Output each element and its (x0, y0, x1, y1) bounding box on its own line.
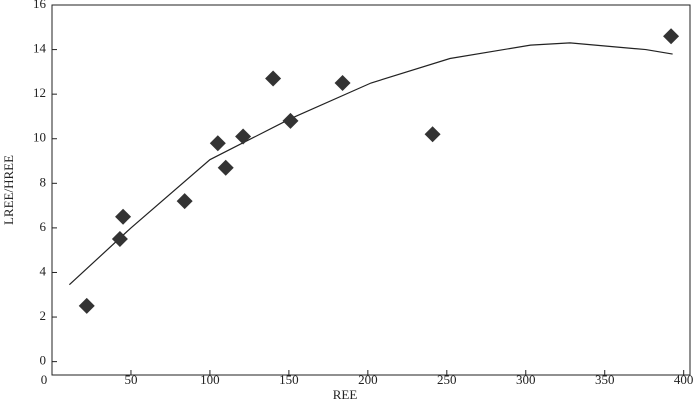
data-point (235, 128, 252, 145)
y-tick-label: 16 (33, 0, 47, 11)
data-point (282, 112, 299, 129)
x-tick-label: 250 (437, 372, 457, 387)
data-point (265, 70, 282, 87)
x-tick-label: 150 (279, 372, 299, 387)
y-tick-label: 6 (40, 219, 47, 234)
x-tick-label: 0 (41, 372, 48, 387)
x-tick-label: 400 (674, 372, 693, 387)
x-tick-label: 350 (595, 372, 615, 387)
data-point (115, 208, 132, 225)
data-point (424, 126, 441, 143)
x-axis-label: REE (333, 387, 358, 402)
plot-frame (51, 4, 691, 376)
y-tick-label: 12 (33, 85, 46, 100)
data-point (334, 75, 351, 92)
x-tick-label: 100 (200, 372, 220, 387)
y-axis-label: LREE/HREE (1, 155, 16, 225)
y-tick-label: 10 (33, 130, 46, 145)
fit-curve (68, 42, 673, 286)
data-point (663, 28, 680, 45)
x-tick-label: 200 (358, 372, 378, 387)
y-tick-label: 8 (40, 174, 47, 189)
x-tick-label: 300 (516, 372, 536, 387)
y-tick-label: 4 (40, 263, 47, 278)
y-tick-label: 2 (40, 308, 47, 323)
data-point (111, 231, 128, 248)
x-tick-label: 50 (124, 372, 137, 387)
data-point (78, 297, 95, 314)
data-point (209, 135, 226, 152)
data-point (217, 159, 234, 176)
data-point (176, 193, 193, 210)
y-tick-label: 14 (33, 41, 47, 56)
y-tick-label: 0 (40, 353, 47, 368)
